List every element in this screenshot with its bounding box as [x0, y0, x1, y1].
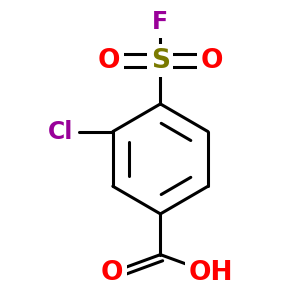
Text: Cl: Cl — [48, 120, 74, 144]
Text: O: O — [98, 48, 120, 74]
Text: F: F — [152, 10, 169, 34]
Text: O: O — [101, 260, 123, 286]
Text: S: S — [151, 48, 170, 74]
Text: O: O — [201, 48, 223, 74]
Text: OH: OH — [189, 260, 233, 286]
